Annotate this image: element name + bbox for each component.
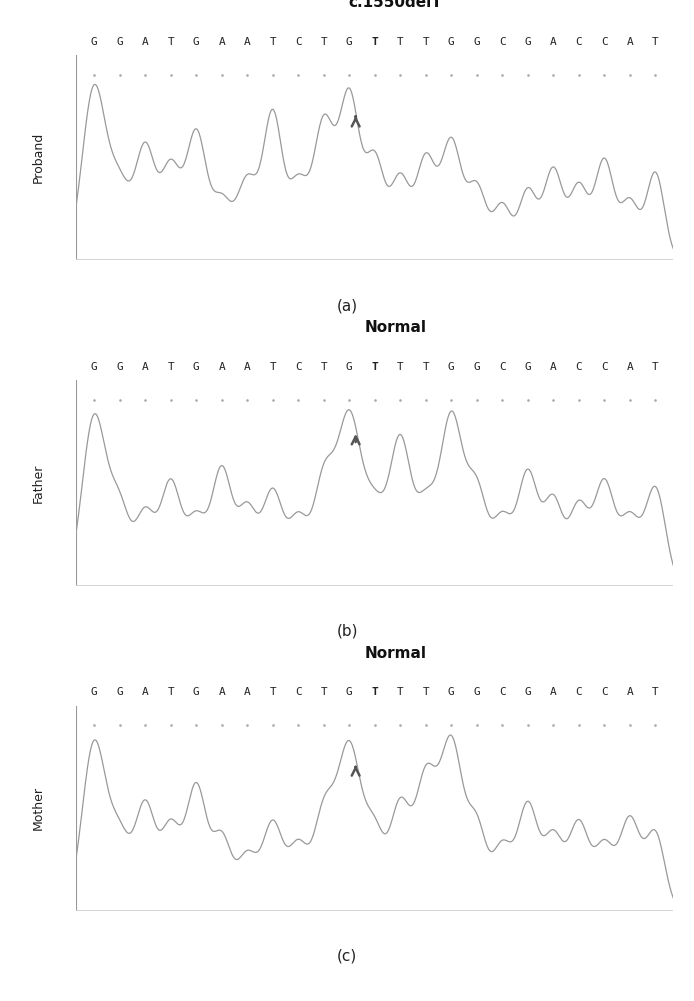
Text: C: C [601, 688, 608, 698]
Text: (b): (b) [337, 624, 357, 639]
Text: T: T [652, 688, 659, 698]
Text: T: T [167, 688, 174, 698]
Text: C: C [295, 362, 302, 372]
Text: A: A [219, 688, 225, 698]
Text: G: G [193, 37, 200, 47]
Text: G: G [117, 688, 123, 698]
Text: G: G [193, 688, 200, 698]
Text: A: A [550, 362, 557, 372]
Text: A: A [550, 688, 557, 698]
Text: c.1550delT: c.1550delT [348, 0, 443, 10]
Text: A: A [627, 37, 633, 47]
Text: T: T [423, 37, 429, 47]
Text: T: T [321, 362, 327, 372]
Text: G: G [525, 688, 531, 698]
Text: G: G [346, 37, 353, 47]
Text: Normal: Normal [364, 320, 427, 335]
Text: Mother: Mother [32, 787, 44, 830]
Text: A: A [550, 37, 557, 47]
Text: A: A [627, 362, 633, 372]
Text: T: T [371, 37, 378, 47]
Text: C: C [575, 688, 582, 698]
Text: C: C [499, 37, 506, 47]
Text: A: A [142, 688, 149, 698]
Text: T: T [321, 37, 327, 47]
Text: (c): (c) [337, 949, 357, 964]
Text: A: A [244, 37, 251, 47]
Text: T: T [423, 688, 429, 698]
Text: A: A [627, 688, 633, 698]
Text: C: C [499, 362, 506, 372]
Text: A: A [219, 362, 225, 372]
Text: G: G [91, 688, 98, 698]
Text: T: T [397, 688, 404, 698]
Text: G: G [473, 37, 480, 47]
Text: C: C [575, 362, 582, 372]
Text: T: T [423, 362, 429, 372]
Text: T: T [269, 37, 276, 47]
Text: Father: Father [32, 463, 44, 503]
Text: T: T [371, 688, 378, 698]
Text: T: T [652, 362, 659, 372]
Text: Normal: Normal [364, 646, 427, 661]
Text: G: G [91, 37, 98, 47]
Text: A: A [142, 362, 149, 372]
Text: C: C [601, 362, 608, 372]
Text: G: G [117, 362, 123, 372]
Text: T: T [269, 362, 276, 372]
Text: T: T [397, 362, 404, 372]
Text: C: C [295, 688, 302, 698]
Text: G: G [346, 688, 353, 698]
Text: G: G [117, 37, 123, 47]
Text: A: A [142, 37, 149, 47]
Text: A: A [219, 37, 225, 47]
Text: A: A [244, 362, 251, 372]
Text: G: G [525, 362, 531, 372]
Text: G: G [525, 37, 531, 47]
Text: G: G [473, 362, 480, 372]
Text: T: T [397, 37, 404, 47]
Text: Proband: Proband [32, 132, 44, 183]
Text: G: G [193, 362, 200, 372]
Text: T: T [321, 688, 327, 698]
Text: G: G [448, 37, 455, 47]
Text: A: A [244, 688, 251, 698]
Text: C: C [575, 37, 582, 47]
Text: T: T [167, 362, 174, 372]
Text: (a): (a) [337, 298, 357, 313]
Text: G: G [448, 688, 455, 698]
Text: C: C [601, 37, 608, 47]
Text: C: C [295, 37, 302, 47]
Text: G: G [448, 362, 455, 372]
Text: G: G [346, 362, 353, 372]
Text: T: T [371, 362, 378, 372]
Text: G: G [91, 362, 98, 372]
Text: T: T [167, 37, 174, 47]
Text: T: T [652, 37, 659, 47]
Text: C: C [499, 688, 506, 698]
Text: G: G [473, 688, 480, 698]
Text: T: T [269, 688, 276, 698]
